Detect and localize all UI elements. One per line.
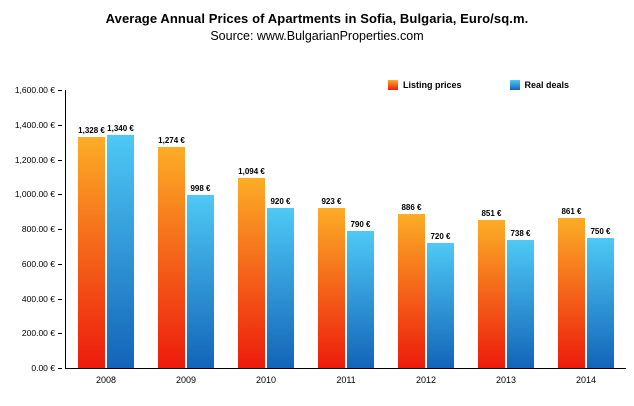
x-axis-label: 2012 bbox=[415, 375, 437, 385]
bar-slot: 1,274 € bbox=[158, 90, 185, 368]
y-tick-label: 1,400.00 € bbox=[14, 119, 63, 130]
x-axis-label: 2011 bbox=[336, 375, 356, 385]
bar-2013-listing-prices bbox=[478, 220, 505, 368]
legend-label-listing: Listing prices bbox=[403, 80, 462, 90]
bar-group-2014: 861 € 750 € 2014 bbox=[558, 90, 614, 385]
x-axis-label: 2014 bbox=[575, 375, 597, 385]
bar-2013-real-deals bbox=[507, 239, 534, 368]
bar-slot: 1,328 € bbox=[78, 90, 105, 368]
bar-slot: 1,094 € bbox=[238, 90, 265, 368]
y-tick-label: 1,600.00 € bbox=[14, 85, 63, 95]
bar-2014-listing-prices bbox=[558, 218, 585, 368]
bar-slot: 1,340 € bbox=[107, 90, 134, 368]
bar-2012-listing-prices bbox=[398, 214, 425, 368]
legend-swatch-real-deals-icon bbox=[509, 80, 520, 90]
bar-group-2010: 1,094 € 920 € 2010 bbox=[238, 90, 294, 385]
legend-label-real-deals: Real deals bbox=[524, 80, 570, 90]
bar-2010-real-deals bbox=[267, 208, 294, 368]
y-tick-label: 0.00 € bbox=[31, 363, 62, 373]
bar-2011-listing-prices bbox=[318, 207, 345, 368]
bar-2010-listing-prices bbox=[238, 177, 265, 368]
x-axis-label: 2010 bbox=[255, 375, 277, 385]
legend-item-real-deals: Real deals bbox=[509, 80, 570, 90]
bar-group-2009: 1,274 € 998 € 2009 bbox=[158, 90, 214, 385]
y-tick-label: 1,200.00 € bbox=[14, 154, 63, 165]
bar-2009-real-deals bbox=[187, 194, 214, 368]
bar-value-label: 923 € bbox=[321, 196, 342, 206]
chart-title: Average Annual Prices of Apartments in S… bbox=[105, 11, 529, 26]
bar-value-label: 1,340 € bbox=[107, 124, 134, 134]
y-tick-label: 800.00 € bbox=[21, 224, 63, 234]
y-tick-label: 600.00 € bbox=[21, 258, 63, 269]
bar-value-label: 851 € bbox=[481, 209, 502, 219]
bar-slot: 790 € bbox=[347, 90, 374, 368]
bar-group-2012: 886 € 720 € 2012 bbox=[398, 90, 454, 385]
bar-value-label: 738 € bbox=[510, 228, 531, 238]
bar-slot: 886 € bbox=[398, 90, 425, 368]
bar-value-label: 1,274 € bbox=[158, 135, 185, 145]
legend-swatch-listing-icon bbox=[388, 80, 398, 90]
bar-value-label: 720 € bbox=[430, 231, 451, 241]
bar-value-label: 750 € bbox=[590, 226, 611, 236]
y-tick-label: 1,000.00 € bbox=[14, 189, 63, 200]
legend-item-listing-prices: Listing prices bbox=[388, 80, 462, 90]
bar-slot: 998 € bbox=[187, 90, 214, 368]
bar-2011-real-deals bbox=[347, 230, 374, 368]
bar-value-label: 886 € bbox=[401, 203, 422, 213]
bar-2014-real-deals bbox=[587, 237, 614, 368]
bar-value-label: 1,328 € bbox=[78, 126, 105, 136]
bar-slot: 923 € bbox=[318, 90, 345, 368]
x-axis-label: 2008 bbox=[95, 375, 117, 385]
bar-2012-real-deals bbox=[427, 242, 454, 368]
bar-slot: 920 € bbox=[267, 90, 294, 368]
bar-group-2011: 923 € 790 € 2011 bbox=[318, 90, 374, 385]
y-axis: 0.00 € 200.00 € 400.00 € 600.00 € 800.00 € 1,… bbox=[0, 85, 65, 373]
bar-slot: 738 € bbox=[507, 90, 534, 368]
bar-2008-listing-prices bbox=[78, 137, 105, 368]
bar-slot: 861 € bbox=[558, 90, 585, 368]
bar-group-2013: 851 € 738 € 2013 bbox=[478, 90, 534, 385]
y-tick-label: 200.00 € bbox=[21, 328, 63, 339]
bar-slot: 720 € bbox=[427, 90, 454, 368]
bar-value-label: 998 € bbox=[190, 183, 211, 193]
legend: Listing prices Real deals bbox=[388, 80, 569, 90]
bar-2009-listing-prices bbox=[158, 146, 185, 368]
bar-value-label: 861 € bbox=[561, 207, 582, 217]
bar-value-label: 920 € bbox=[270, 197, 291, 207]
bar-group-2008: 1,328 €1,340 € 2008 bbox=[78, 90, 134, 385]
chart-subtitle: Source: www.BulgarianProperties.com bbox=[210, 29, 424, 43]
bar-value-label: 790 € bbox=[350, 219, 371, 229]
bar-slot: 851 € bbox=[478, 90, 505, 368]
x-axis-label: 2013 bbox=[495, 375, 517, 385]
plot-area: 1,328 €1,340 € 2008 1,274 € 998 € 2009 1,094 … bbox=[65, 90, 626, 385]
bar-value-label: 1,094 € bbox=[238, 166, 265, 176]
x-axis-label: 2009 bbox=[175, 375, 197, 385]
bar-2008-real-deals bbox=[107, 135, 134, 368]
y-tick-label: 400.00 € bbox=[21, 293, 63, 304]
bar-slot: 750 € bbox=[587, 90, 614, 368]
